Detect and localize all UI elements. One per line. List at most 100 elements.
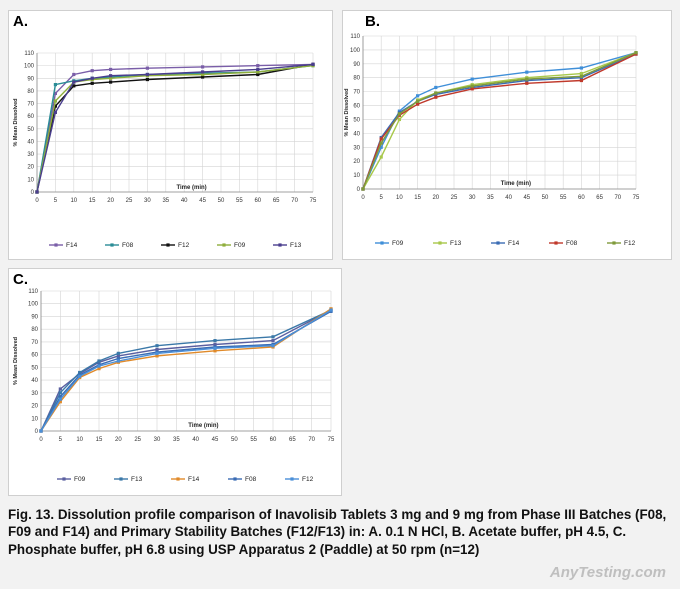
data-point: [58, 391, 62, 395]
data-point: [155, 344, 159, 348]
x-tick-label: 70: [614, 195, 621, 201]
data-point: [271, 344, 275, 348]
legend-label: F12: [178, 242, 190, 249]
data-point: [35, 190, 39, 194]
data-point: [213, 342, 217, 347]
x-tick-label: 20: [115, 437, 122, 443]
data-point: [256, 72, 260, 77]
data-point: [579, 66, 583, 70]
data-point: [470, 77, 474, 81]
y-tick-label: 70: [31, 340, 38, 346]
x-axis-title: Time (min): [176, 185, 206, 191]
legend-marker: [166, 243, 170, 247]
y-tick-label: 70: [353, 90, 360, 96]
legend-label: F09: [74, 476, 86, 483]
legend-label: F09: [234, 242, 246, 249]
x-tick-label: 60: [270, 437, 277, 443]
data-point: [90, 76, 94, 80]
x-tick-label: 20: [432, 195, 439, 201]
y-axis-title: % Mean Dissolved: [13, 337, 19, 385]
y-tick-label: 60: [353, 104, 360, 110]
legend-marker: [233, 477, 237, 481]
panel-label-b: B.: [365, 13, 380, 30]
data-point: [201, 75, 205, 79]
data-point: [525, 81, 529, 85]
x-tick-label: 15: [89, 198, 96, 204]
data-point: [109, 74, 113, 78]
legend-label: F08: [122, 242, 134, 249]
data-point: [97, 364, 101, 368]
data-point: [434, 85, 438, 90]
data-point: [72, 80, 76, 84]
x-tick-label: 50: [542, 195, 549, 201]
x-tick-label: 40: [192, 437, 199, 443]
data-point: [53, 104, 57, 108]
data-point: [145, 66, 149, 70]
y-tick-label: 90: [353, 62, 360, 68]
chart-c: 0 10 20 30 40 50 60 70 80 90 100 110 0 5 10 15 20 25 30 35 4…: [13, 289, 335, 483]
y-tick-label: 80: [353, 76, 360, 82]
data-point: [97, 359, 101, 363]
x-tick-label: 65: [273, 198, 280, 204]
x-tick-label: 75: [633, 195, 640, 201]
x-tick-label: 45: [523, 195, 530, 201]
x-tick-label: 15: [414, 195, 421, 201]
x-tick-label: 30: [154, 437, 161, 443]
data-point: [329, 308, 333, 312]
data-point: [311, 62, 315, 66]
legend-marker: [612, 241, 616, 245]
legend-marker: [380, 241, 384, 245]
data-point: [97, 367, 101, 371]
data-point: [78, 370, 82, 375]
data-point: [579, 71, 583, 76]
series-line-f08: [362, 53, 637, 190]
x-tick-label: 55: [250, 437, 257, 443]
data-point: [72, 72, 76, 77]
legend-marker: [176, 477, 180, 481]
data-point: [155, 354, 159, 358]
x-axis-title: Time (min): [501, 181, 531, 187]
data-point: [579, 78, 583, 83]
data-point: [470, 87, 474, 91]
data-point: [145, 77, 149, 82]
panel-label-c: C.: [13, 271, 28, 288]
y-tick-label: 10: [27, 177, 34, 183]
data-point: [213, 349, 217, 353]
x-tick-label: 0: [39, 437, 43, 443]
legend-marker: [110, 243, 114, 247]
data-point: [470, 84, 474, 88]
y-tick-label: 50: [31, 365, 38, 371]
data-point: [58, 397, 62, 401]
data-point: [78, 374, 82, 378]
x-tick-label: 5: [59, 437, 63, 443]
y-tick-label: 50: [27, 127, 34, 133]
data-point: [116, 354, 120, 358]
legend-marker: [496, 241, 500, 245]
x-tick-label: 10: [396, 195, 403, 201]
x-tick-label: 40: [505, 195, 512, 201]
data-point: [379, 145, 383, 149]
x-tick-label: 15: [96, 437, 103, 443]
x-tick-label: 60: [254, 198, 261, 204]
data-point: [201, 72, 205, 77]
x-tick-label: 0: [361, 195, 365, 201]
legend-label: F14: [188, 476, 200, 483]
x-tick-label: 65: [596, 195, 603, 201]
y-tick-label: 110: [24, 51, 34, 57]
y-tick-label: 100: [28, 302, 39, 308]
y-tick-label: 80: [27, 89, 34, 95]
y-tick-label: 0: [357, 187, 361, 193]
data-point: [579, 74, 583, 78]
y-tick-label: 40: [27, 139, 34, 145]
x-tick-label: 25: [126, 198, 133, 204]
x-tick-label: 55: [560, 195, 567, 201]
data-point: [525, 77, 529, 81]
figure-caption: Fig. 13. Dissolution profile comparison …: [8, 507, 667, 557]
x-tick-label: 75: [328, 437, 335, 443]
data-point: [525, 70, 529, 74]
data-point: [116, 359, 120, 363]
data-point: [109, 80, 113, 84]
panel-a: A. 0 10 20 30 40 50 60 70 80 90 100 110 0 5 10 15 20 25 30…: [8, 10, 333, 260]
y-tick-label: 30: [353, 145, 360, 151]
